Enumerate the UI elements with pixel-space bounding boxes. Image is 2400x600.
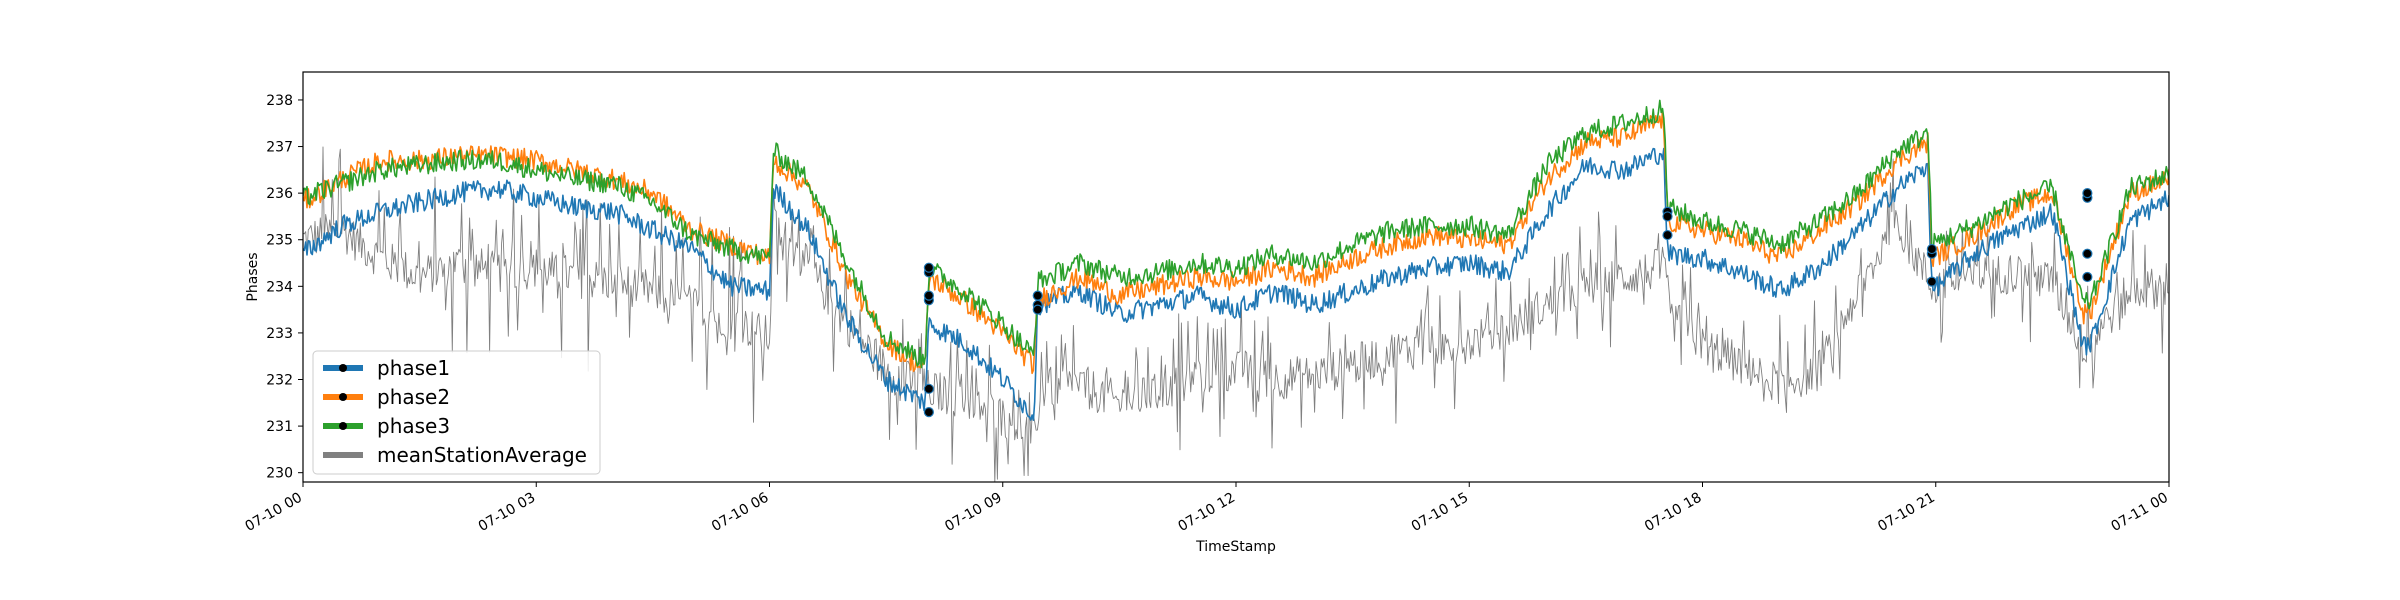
y-tick-label: 233 <box>266 326 293 342</box>
data-marker <box>2082 188 2093 199</box>
x-axis-label: TimeStamp <box>1195 539 1276 555</box>
legend-marker <box>339 364 347 372</box>
data-marker <box>2082 271 2093 283</box>
plot-area <box>303 99 2169 482</box>
series-line-meanStationAverage <box>303 146 2169 482</box>
data-marker <box>923 407 934 418</box>
y-tick-label: 232 <box>266 373 293 389</box>
y-tick-label: 237 <box>266 140 293 156</box>
legend-marker <box>339 422 347 430</box>
y-tick-label: 234 <box>266 279 293 295</box>
data-marker <box>1032 290 1043 301</box>
data-marker <box>923 290 934 301</box>
y-tick-label: 235 <box>266 233 293 249</box>
data-marker <box>1662 229 1673 241</box>
data-marker <box>923 262 934 273</box>
series-line-phase1 <box>303 147 2169 421</box>
legend: phase1 phase2 phase3 meanStationAverage <box>312 350 601 475</box>
y-tick-label: 238 <box>266 93 293 109</box>
series-line-phase3 <box>303 99 2169 369</box>
data-marker <box>1032 304 1043 315</box>
legend-label-meanStationAverage: meanStationAverage <box>377 443 587 467</box>
data-marker <box>2082 248 2093 259</box>
legend-label-phase2: phase2 <box>377 385 450 409</box>
legend-marker <box>339 393 347 401</box>
legend-box <box>312 350 601 475</box>
y-tick-label: 230 <box>266 466 293 482</box>
data-marker <box>1926 243 1937 255</box>
data-marker <box>1662 211 1673 222</box>
y-tick-label: 231 <box>266 419 293 435</box>
data-marker <box>923 383 934 394</box>
legend-label-phase1: phase1 <box>377 356 450 380</box>
y-axis-label: Phases <box>245 252 261 301</box>
legend-label-phase3: phase3 <box>377 414 450 438</box>
data-marker <box>1926 276 1937 287</box>
y-tick-label: 236 <box>266 186 293 202</box>
